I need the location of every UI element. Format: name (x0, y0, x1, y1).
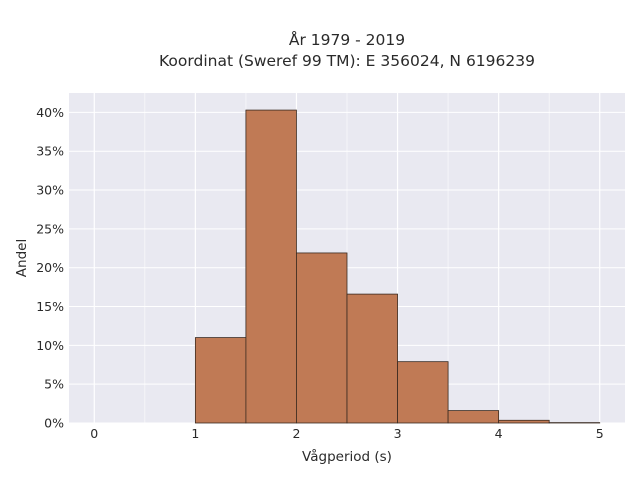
histogram-bar (346, 293, 398, 424)
histogram-bar (296, 252, 348, 424)
y-tick-label: 40% (36, 105, 64, 120)
y-tick-label: 30% (36, 183, 64, 198)
bars (194, 109, 601, 424)
y-tick-label: 0% (44, 416, 64, 431)
x-tick-label: 3 (394, 426, 402, 441)
chart-subtitle: Koordinat (Sweref 99 TM): E 356024, N 61… (159, 52, 535, 70)
x-tick-label: 4 (495, 426, 503, 441)
histogram-bar (397, 361, 449, 424)
y-tick-label: 35% (36, 144, 64, 159)
histogram-bar (245, 109, 297, 424)
x-tick-label: 1 (191, 426, 199, 441)
x-axis-ticks: 0 1 2 3 4 5 (90, 426, 603, 441)
histogram-bar (194, 337, 247, 424)
y-tick-label: 25% (36, 221, 64, 236)
y-axis-label: Andel (14, 239, 30, 277)
x-tick-label: 0 (90, 426, 98, 441)
histogram-bar (498, 419, 550, 424)
chart-title: År 1979 - 2019 (289, 30, 405, 49)
y-tick-label: 15% (36, 299, 64, 314)
y-tick-label: 10% (36, 338, 64, 353)
x-axis-label: Vågperiod (s) (302, 448, 392, 465)
y-tick-label: 5% (44, 377, 64, 392)
y-tick-label: 20% (36, 260, 64, 275)
y-axis-ticks: 0% 5% 10% 15% 20% 25% 30% 35% 40% (36, 105, 64, 431)
x-tick-label: 5 (596, 426, 604, 441)
histogram-bar (447, 410, 500, 424)
x-tick-label: 2 (292, 426, 300, 441)
